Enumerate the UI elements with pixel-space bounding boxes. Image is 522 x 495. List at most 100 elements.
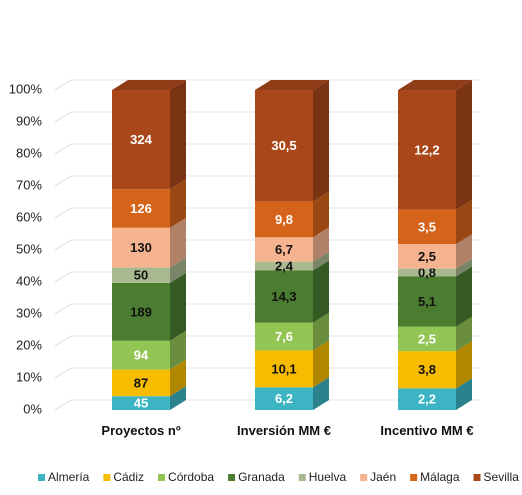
bar-top [398,80,472,90]
bar-side [456,199,472,245]
bar-segment [255,237,313,262]
bar-segment [398,268,456,277]
data-label: 0,8 [418,265,436,280]
bar-side [313,80,329,202]
bar-side [456,80,472,210]
y-tick-label: 70% [16,177,42,192]
grid-line [54,79,72,91]
legend-swatch [298,474,306,481]
grid-line [54,111,72,123]
bar-segment [255,261,313,271]
bar-segment [398,351,456,389]
legend-label: Granada [238,470,285,484]
y-tick-label: 10% [16,369,42,384]
grid-line [54,143,72,155]
grid-line [54,175,72,187]
data-label: 12,2 [414,142,439,157]
data-label: 10,1 [271,361,296,376]
bar-side [313,377,329,410]
data-label: 3,8 [418,362,436,377]
bar-side [456,234,472,269]
bar-segment [112,282,170,341]
legend-label: Cádiz [113,470,144,484]
bar-segment [112,189,170,228]
grid-line [54,303,72,315]
bar-side [313,227,329,262]
legend-swatch [473,474,481,481]
data-label: 130 [130,240,152,255]
data-label: 30,5 [271,138,296,153]
bar-segment [255,322,313,351]
data-label: 2,2 [418,392,436,407]
bar-segment [398,388,456,410]
bar-segment [398,209,456,245]
data-label: 9,8 [275,212,293,227]
data-label: 7,6 [275,329,293,344]
legend-label: Málaga [420,470,460,484]
data-label: 6,7 [275,242,293,257]
bar-side [170,272,186,341]
data-label: 14,3 [271,289,296,304]
bar-side [456,378,472,410]
grid-line [54,399,72,411]
bar-segment [398,326,456,352]
bar-side [170,257,186,283]
legend-swatch [228,474,236,481]
legend-label: Huelva [309,470,347,484]
y-tick-label: 30% [16,305,42,320]
bar-segment [112,90,170,190]
bar-side [313,340,329,388]
grid-line [54,207,72,219]
data-label: 3,5 [418,219,436,234]
bar-segment [112,267,170,283]
data-label: 2,4 [275,259,294,274]
bar-segment [112,369,170,397]
legend-label: Jaén [370,470,396,484]
bar-segment [398,90,456,210]
legend-label: Almería [48,470,90,484]
bar-side [456,341,472,389]
y-tick-label: 90% [16,113,42,128]
x-tick-label: Inversión MM € [237,423,331,438]
x-tick-label: Incentivo MM € [380,423,474,438]
bar-side [170,179,186,228]
bar-segment [398,276,456,327]
legend-swatch [158,474,166,481]
bar-side [456,316,472,352]
data-label: 45 [134,396,148,411]
x-tick-label: Proyectos nº [101,423,181,438]
bar-top [255,80,329,90]
legend-label: Córdoba [168,470,214,484]
data-label: 189 [130,304,152,319]
y-tick-label: 20% [16,337,42,352]
bar-segment [112,227,170,268]
bar-side [170,359,186,397]
bar-segment [255,90,313,202]
bar-side [313,260,329,323]
data-label: 324 [130,132,152,147]
y-tick-label: 100% [9,81,43,96]
data-label: 87 [134,375,148,390]
y-tick-label: 50% [16,241,42,256]
bar-side [313,251,329,271]
bar-side [313,191,329,238]
bar-segment [255,201,313,238]
legend-swatch [360,474,368,481]
bar-segment [255,270,313,323]
bar-side [456,258,472,277]
data-label: 6,2 [275,391,293,406]
grid-line [54,239,72,251]
data-label: 2,5 [418,331,436,346]
legend-swatch [103,474,111,481]
bar-segment [112,340,170,370]
legend-swatch [38,474,45,481]
data-label: 94 [134,348,149,363]
bar-segment [112,396,170,410]
bar-side [313,312,329,351]
data-label: 2,5 [418,249,436,264]
bar-side [170,217,186,268]
data-label: 126 [130,201,152,216]
legend-label: Sevilla [484,470,520,484]
y-tick-label: 60% [16,209,42,224]
